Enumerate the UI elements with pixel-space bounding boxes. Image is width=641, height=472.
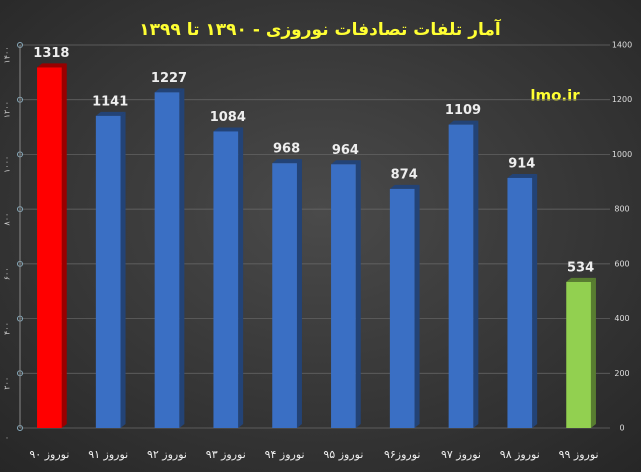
y2-tick-label: ۱۰۰۰	[3, 156, 12, 173]
y-tick-label: 1200	[612, 95, 632, 104]
bar	[566, 281, 591, 428]
y-tick-label: 400	[614, 314, 629, 323]
bar-side	[414, 184, 420, 428]
y2-tick-label: ۱۴۰۰	[3, 46, 12, 63]
x-tick-label: نوروز ۹۱	[88, 448, 128, 461]
x-tick-label: نوروز ۹۰	[29, 448, 69, 461]
y2-tick-label: ۶۰۰	[3, 267, 12, 280]
bar-top	[272, 159, 302, 164]
bar	[272, 163, 297, 428]
data-label: 964	[332, 143, 359, 158]
data-label: 1227	[151, 71, 187, 86]
bar-side	[238, 127, 244, 428]
data-label: 874	[391, 167, 418, 182]
y2-tick-label: ۸۰۰	[3, 213, 12, 226]
x-tick-label: نوروز۹۶	[384, 448, 421, 461]
bar-side	[120, 111, 126, 428]
x-tick-label: نوروز ۹۵	[323, 448, 363, 461]
bar-side	[179, 88, 185, 429]
bar	[507, 177, 533, 428]
bar-side	[296, 159, 302, 428]
data-label: 914	[508, 156, 535, 171]
bar-top	[154, 88, 185, 93]
y-tick-label: 1000	[612, 150, 632, 159]
data-label: 1109	[445, 103, 481, 118]
bar	[448, 124, 474, 428]
bar-side	[532, 173, 538, 428]
data-label: 1318	[33, 46, 69, 61]
bar-side	[473, 120, 479, 428]
chart-title: آمار تلفات تصادفات نوروزی - ۱۳۹۰ تا ۱۳۹۹	[139, 18, 502, 40]
x-tick-label: نوروز ۹۹	[559, 448, 599, 461]
bar	[213, 131, 239, 428]
bar-side	[61, 63, 67, 428]
bar	[389, 188, 415, 428]
data-label: 968	[273, 142, 300, 157]
bar-top	[37, 63, 67, 68]
bar-side	[355, 160, 361, 428]
y-tick-label: 600	[614, 259, 629, 268]
y2-tick-label: ۲۰۰	[3, 377, 12, 390]
bar	[331, 164, 356, 428]
bar	[154, 92, 180, 429]
bar	[95, 115, 121, 428]
bar-top	[95, 111, 126, 116]
bar-side	[590, 277, 596, 428]
watermark: lmo.ir	[530, 87, 580, 105]
bar-top	[331, 160, 361, 165]
y2-tick-label: ۴۰۰	[3, 322, 12, 335]
x-tick-label: نوروز ۹۴	[265, 448, 305, 461]
bar-top	[507, 173, 538, 178]
y-tick-label: 800	[614, 205, 629, 214]
bar-top	[389, 184, 420, 189]
data-label: 1141	[92, 94, 128, 109]
x-tick-label: نوروز ۹۷	[441, 448, 481, 461]
x-tick-label: نوروز ۹۸	[500, 448, 540, 461]
bar-top	[566, 277, 596, 282]
data-label: 534	[567, 260, 594, 275]
y-tick-label: 1400	[612, 41, 632, 50]
bar	[37, 67, 62, 428]
bar-top	[213, 127, 244, 132]
y2-tick-label: ۰	[3, 436, 12, 440]
y-tick-label: 200	[614, 369, 629, 378]
y2-tick-label: ۱۲۰۰	[3, 101, 12, 118]
bar-top	[448, 120, 479, 125]
y-tick-label: 0	[619, 424, 624, 433]
x-tick-label: نوروز ۹۳	[206, 448, 246, 461]
x-tick-label: نوروز ۹۲	[147, 448, 187, 461]
data-label: 1084	[210, 110, 246, 125]
